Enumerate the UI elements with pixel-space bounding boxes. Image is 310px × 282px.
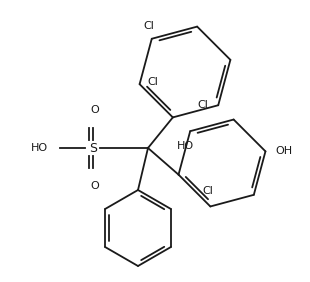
- Text: O: O: [91, 181, 100, 191]
- Text: Cl: Cl: [148, 77, 158, 87]
- Text: O: O: [91, 105, 100, 115]
- Text: HO: HO: [177, 141, 194, 151]
- Text: Cl: Cl: [197, 100, 208, 110]
- Text: Cl: Cl: [143, 21, 154, 31]
- Text: OH: OH: [276, 146, 293, 156]
- Text: Cl: Cl: [202, 186, 213, 197]
- Text: S: S: [89, 142, 97, 155]
- Text: HO: HO: [31, 143, 48, 153]
